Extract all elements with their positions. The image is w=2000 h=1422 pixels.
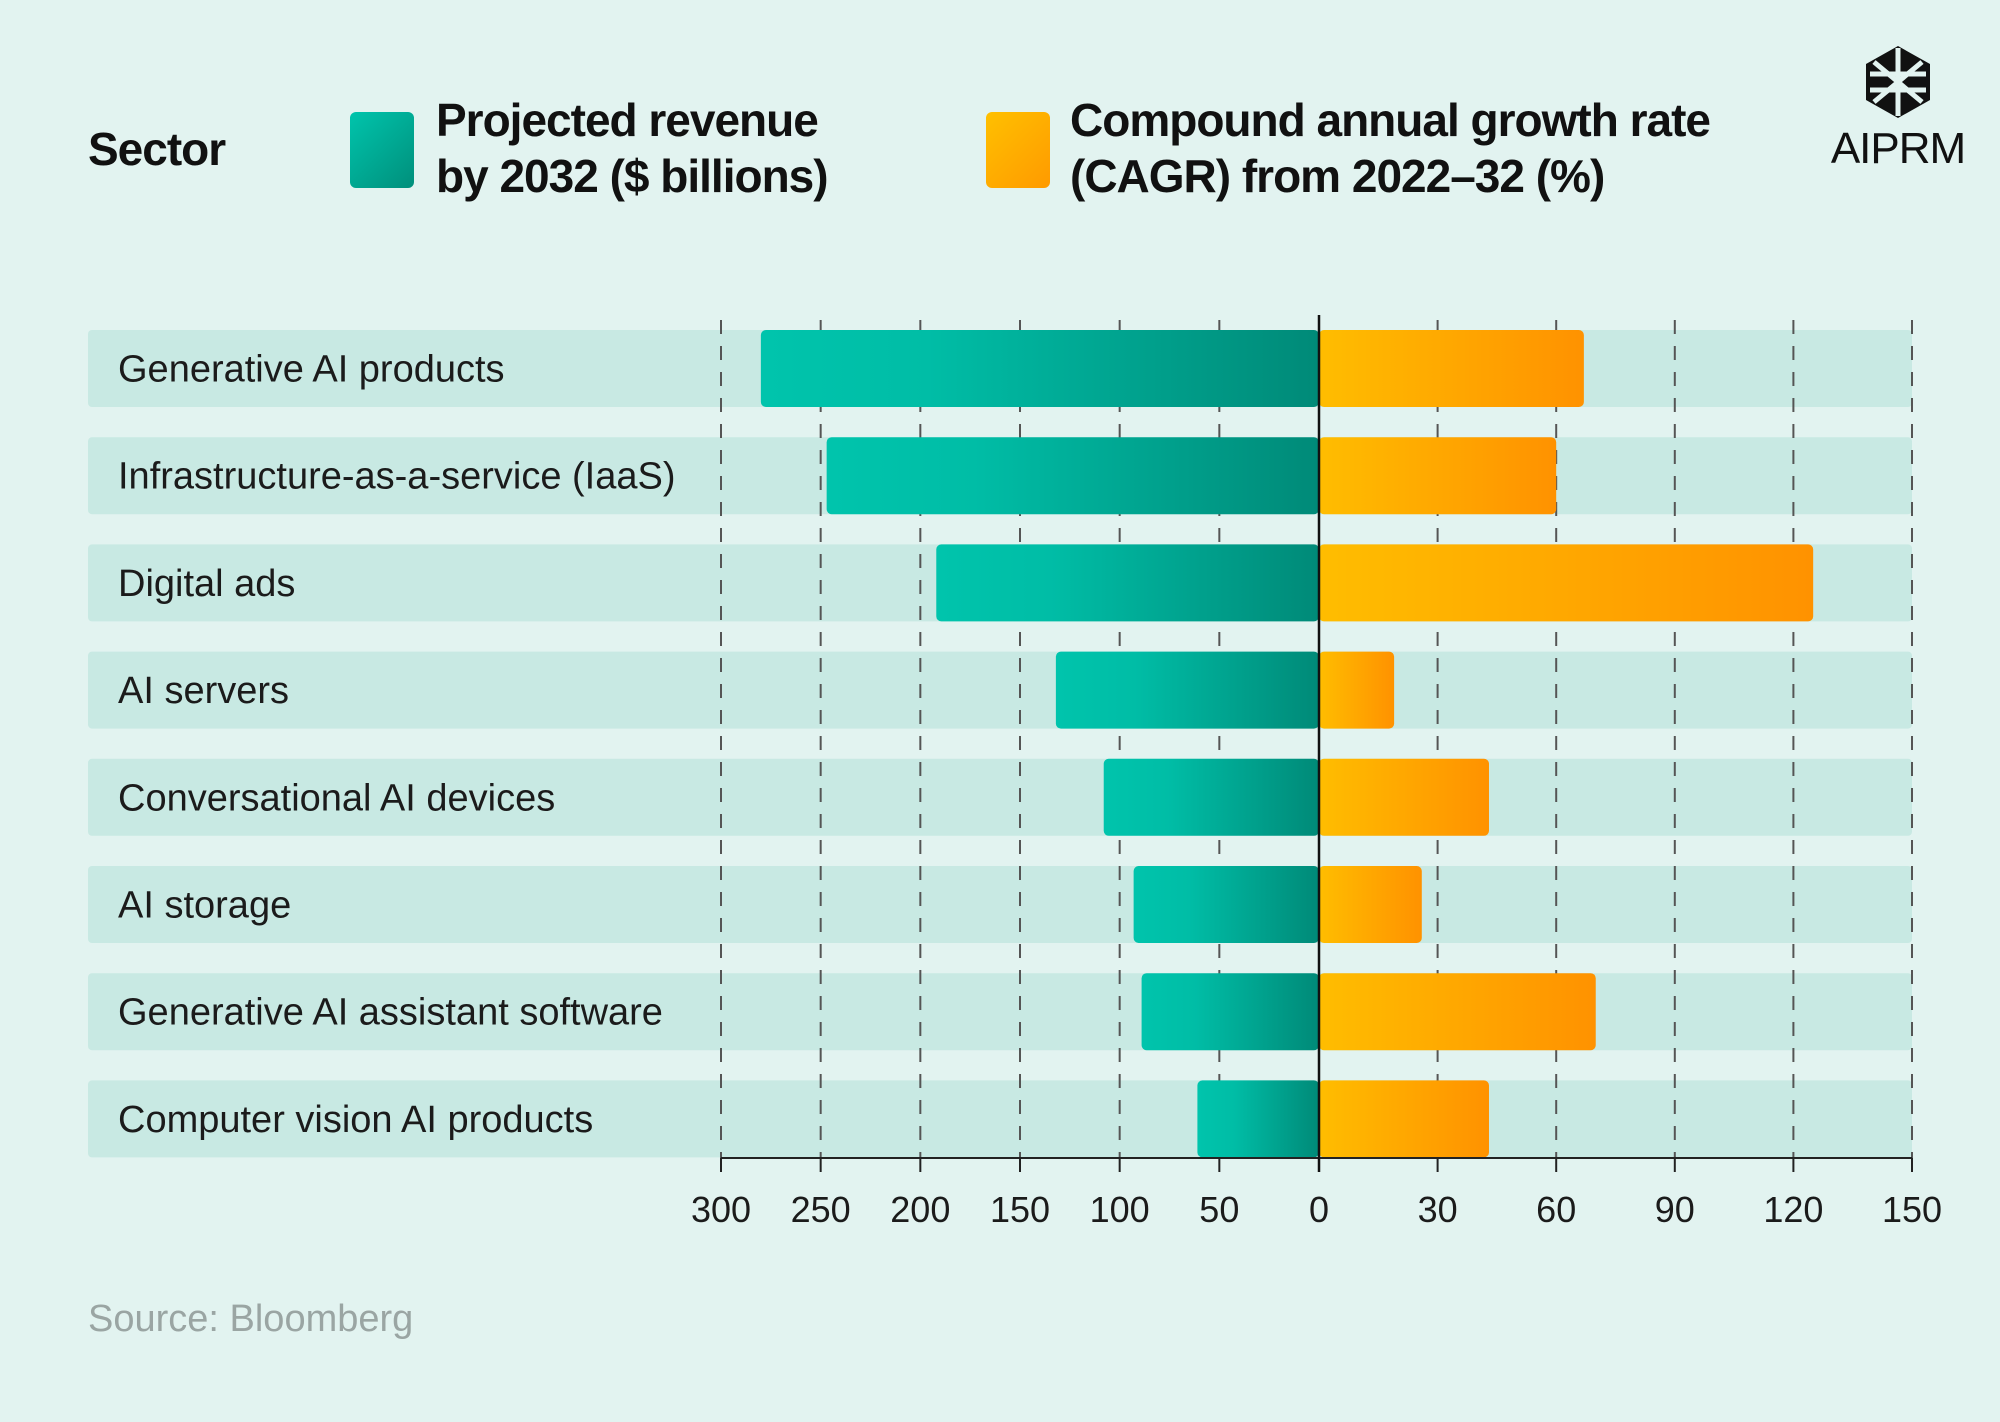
legend-label-revenue: Projected revenue by 2032 ($ billions) bbox=[436, 92, 956, 204]
category-label: AI servers bbox=[118, 670, 289, 712]
legend-cagr-line1: Compound annual growth rate bbox=[1070, 94, 1711, 146]
category-label: Digital ads bbox=[118, 563, 295, 605]
category-label: Infrastructure-as-a-service (IaaS) bbox=[118, 456, 676, 498]
tick-label: 0 bbox=[1309, 1189, 1329, 1230]
category-label: AI storage bbox=[118, 885, 291, 927]
aiprm-logo: AIPRM bbox=[1818, 44, 1978, 174]
tick-label: 150 bbox=[990, 1189, 1050, 1230]
tick-label: 120 bbox=[1763, 1189, 1823, 1230]
tick-label: 30 bbox=[1418, 1189, 1458, 1230]
category-label: Conversational AI devices bbox=[118, 777, 555, 819]
cagr-bar bbox=[1319, 651, 1395, 729]
cagr-bar bbox=[1319, 437, 1557, 515]
tick-label: 60 bbox=[1536, 1189, 1576, 1230]
legend-swatch-revenue bbox=[350, 112, 414, 188]
revenue-bar bbox=[1055, 651, 1319, 729]
revenue-bar bbox=[1103, 758, 1319, 836]
tick-label: 90 bbox=[1655, 1189, 1695, 1230]
tick-label: 250 bbox=[791, 1189, 851, 1230]
cagr-bar bbox=[1319, 866, 1422, 943]
aiprm-logo-icon bbox=[1866, 46, 1930, 118]
cagr-bar bbox=[1319, 330, 1584, 407]
source-note: Source: Bloomberg bbox=[88, 1298, 414, 1340]
legend-revenue-line2: by 2032 ($ billions) bbox=[436, 150, 829, 202]
tick-label: 100 bbox=[1090, 1189, 1150, 1230]
cagr-bar bbox=[1319, 973, 1596, 1051]
row-background bbox=[88, 866, 1912, 943]
category-label: Generative AI products bbox=[118, 349, 505, 391]
revenue-bar bbox=[760, 330, 1319, 407]
legend-revenue-line1: Projected revenue bbox=[436, 94, 819, 146]
revenue-bar bbox=[1133, 866, 1319, 943]
tick-label: 300 bbox=[691, 1189, 751, 1230]
revenue-bar bbox=[826, 437, 1319, 515]
revenue-bar bbox=[1141, 973, 1319, 1051]
revenue-bar bbox=[936, 544, 1319, 622]
tick-label: 200 bbox=[890, 1189, 950, 1230]
category-label: Computer vision AI products bbox=[118, 1099, 593, 1141]
cagr-bar bbox=[1319, 758, 1489, 836]
aiprm-logo-text: AIPRM bbox=[1830, 124, 1966, 173]
legend-title-sector: Sector bbox=[88, 123, 226, 175]
legend-label-cagr: Compound annual growth rate (CAGR) from … bbox=[1070, 92, 1770, 204]
revenue-bar bbox=[1197, 1080, 1319, 1158]
tick-label: 150 bbox=[1882, 1189, 1942, 1230]
cagr-bar bbox=[1319, 544, 1814, 622]
legend-swatch-cagr bbox=[986, 112, 1050, 188]
tick-label: 50 bbox=[1199, 1189, 1239, 1230]
row-background bbox=[88, 651, 1912, 729]
cagr-bar bbox=[1319, 1080, 1489, 1158]
legend-cagr-line2: (CAGR) from 2022–32 (%) bbox=[1070, 150, 1605, 202]
category-label: Generative AI assistant software bbox=[118, 992, 663, 1034]
